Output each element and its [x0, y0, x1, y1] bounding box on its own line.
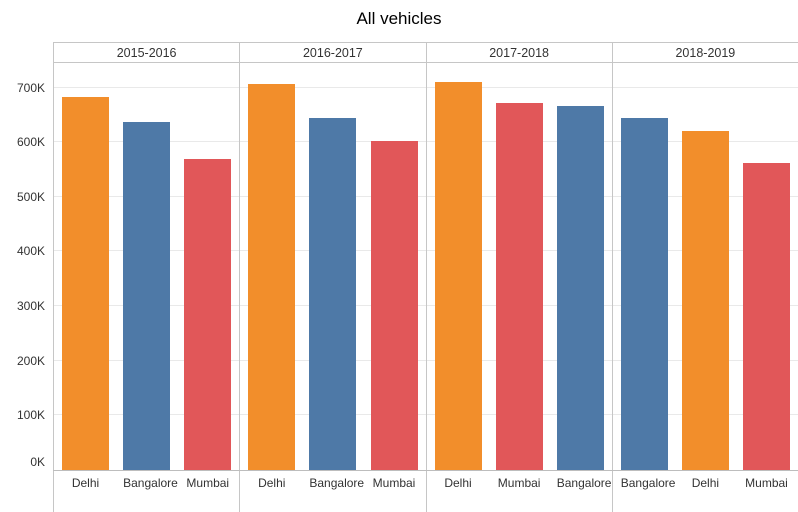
- y-tick-label: 700K: [16, 80, 45, 95]
- x-axis-label: Bangalore: [309, 476, 365, 490]
- gridline: [240, 86, 426, 88]
- bar-delhi-2018-2019[interactable]: [681, 130, 729, 470]
- y-tick-label: 400K: [16, 244, 45, 259]
- x-axis-label: Delhi: [258, 476, 286, 490]
- y-tick-label: 300K: [16, 299, 45, 314]
- y-tick-label: 600K: [16, 135, 45, 150]
- x-axis-label: Delhi: [71, 476, 100, 490]
- bar-delhi-2016-2017[interactable]: [248, 84, 296, 470]
- gridline: [426, 86, 612, 88]
- y-tick-label: 500K: [16, 189, 45, 204]
- bar-mumbai-2015-2016[interactable]: [184, 158, 232, 470]
- panel-header-2017-2018: 2017-2018: [425, 43, 612, 62]
- y-tick-label: 100K: [16, 408, 45, 423]
- y-axis: 0K 100K 200K 300K 400K 500K 600K 700K: [0, 63, 53, 470]
- panel-2016-2017: [239, 63, 426, 470]
- x-axis-label: Delhi: [691, 476, 720, 490]
- panel-header-2015-2016: 2015-2016: [53, 43, 239, 62]
- panel-x-labels-2015-2016: Delhi Bangalore Mumbai: [53, 471, 239, 512]
- panel-2018-2019: [611, 63, 798, 470]
- panel-x-labels-2018-2019: Bangalore Delhi Mumbai: [611, 471, 798, 512]
- panel-header-2016-2017: 2016-2017: [239, 43, 425, 62]
- panel-header-2018-2019: 2018-2019: [611, 43, 798, 62]
- bar-bangalore-2017-2018[interactable]: [556, 106, 604, 470]
- bar-group: [54, 96, 239, 470]
- plot-area: [53, 63, 798, 471]
- panel-2017-2018: [425, 63, 612, 470]
- x-axis-label: Delhi: [444, 476, 472, 490]
- x-axis-label: Bangalore: [123, 476, 178, 490]
- x-axis-label: Mumbai: [372, 476, 416, 490]
- panel-x-labels-2016-2017: Delhi Bangalore Mumbai: [239, 471, 425, 512]
- x-axis-row: Delhi Bangalore Mumbai Delhi Bangalore Mumbai…: [53, 471, 798, 512]
- x-axis-label: Mumbai: [745, 476, 788, 490]
- bar-bangalore-2018-2019[interactable]: [620, 117, 668, 470]
- x-axis-label: Bangalore: [556, 476, 612, 490]
- panel-2015-2016: [53, 63, 240, 470]
- x-axis-label: Bangalore: [620, 476, 676, 490]
- bar-mumbai-2016-2017[interactable]: [370, 141, 418, 470]
- bar-delhi-2015-2016[interactable]: [62, 96, 109, 470]
- panel-x-labels-2017-2018: Delhi Mumbai Bangalore: [425, 471, 612, 512]
- bar-mumbai-2018-2019[interactable]: [743, 162, 790, 470]
- x-axis-label: Mumbai: [497, 476, 541, 490]
- gridline: [54, 86, 240, 88]
- bar-bangalore-2015-2016[interactable]: [123, 122, 171, 470]
- bar-mumbai-2017-2018[interactable]: [495, 102, 543, 470]
- bar-delhi-2017-2018[interactable]: [434, 82, 482, 470]
- gridline: [612, 86, 798, 88]
- y-tick-label: 0K: [30, 455, 45, 469]
- bar-group: [240, 84, 425, 470]
- panel-header-row: 2015-2016 2016-2017 2017-2018 2018-2019: [53, 42, 798, 63]
- chart-title: All vehicles: [356, 9, 442, 28]
- x-axis-label: Mumbai: [186, 476, 230, 490]
- y-tick-label: 200K: [16, 353, 45, 368]
- bar-bangalore-2016-2017[interactable]: [309, 118, 357, 470]
- bar-group: [427, 82, 612, 470]
- bar-group: [613, 117, 798, 470]
